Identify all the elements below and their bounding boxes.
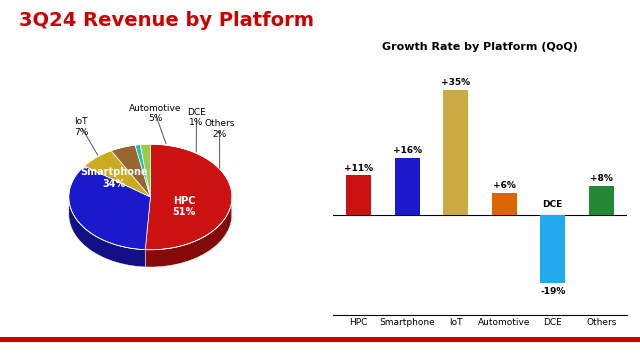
Text: DCE: DCE	[543, 200, 563, 209]
Bar	[395, 158, 420, 215]
Text: IoT
7%: IoT 7%	[74, 117, 88, 137]
Bar	[589, 186, 614, 215]
Bar	[0, 337, 640, 342]
Bar	[492, 193, 517, 215]
Polygon shape	[69, 166, 150, 250]
Text: Automotive
5%: Automotive 5%	[129, 104, 182, 123]
Bar	[540, 215, 565, 283]
Text: Others
2%: Others 2%	[204, 119, 235, 139]
Text: -19%: -19%	[540, 287, 565, 296]
Text: 3Q24 Revenue by Platform: 3Q24 Revenue by Platform	[19, 11, 314, 30]
Text: DCE
1%: DCE 1%	[187, 108, 206, 127]
Text: 5: 5	[318, 348, 322, 354]
Text: © 2024 TSMC, Ltd: © 2024 TSMC, Ltd	[13, 347, 77, 354]
Polygon shape	[145, 202, 232, 267]
Polygon shape	[140, 144, 150, 197]
Bar	[346, 175, 371, 215]
Polygon shape	[145, 144, 232, 250]
Text: TSMC Property: TSMC Property	[576, 348, 627, 354]
Polygon shape	[84, 151, 150, 197]
Text: Smartphone
34%: Smartphone 34%	[80, 167, 148, 189]
Text: +6%: +6%	[493, 182, 516, 190]
Polygon shape	[135, 145, 150, 197]
Text: HPC
51%: HPC 51%	[172, 196, 196, 217]
Text: +16%: +16%	[393, 146, 422, 155]
Polygon shape	[69, 199, 145, 267]
Polygon shape	[111, 145, 150, 197]
Text: +8%: +8%	[590, 174, 612, 183]
Title: Growth Rate by Platform (QoQ): Growth Rate by Platform (QoQ)	[382, 42, 578, 52]
Text: +11%: +11%	[344, 164, 373, 173]
Text: +35%: +35%	[441, 78, 470, 87]
Bar	[443, 90, 468, 215]
